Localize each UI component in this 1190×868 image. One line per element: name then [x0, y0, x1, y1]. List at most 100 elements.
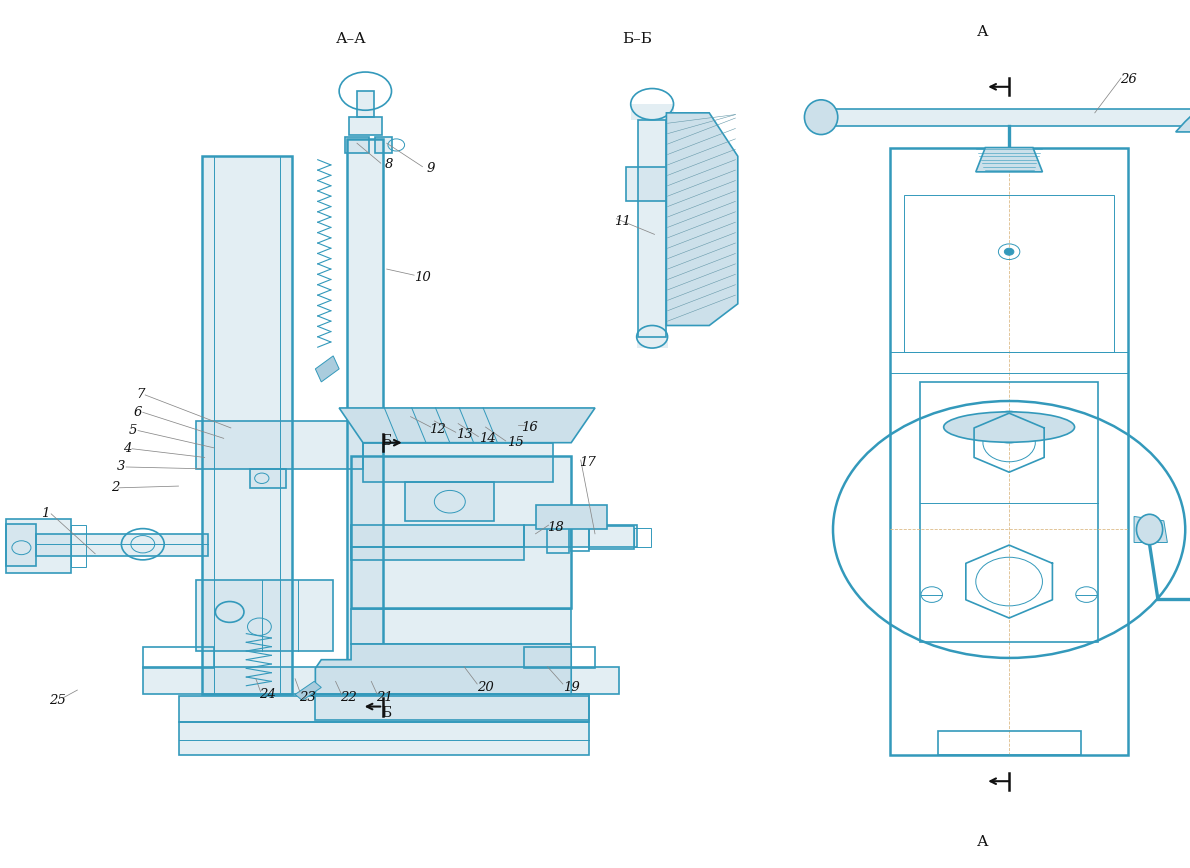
Bar [349, 117, 382, 135]
Bar [524, 647, 595, 668]
Bar [351, 547, 524, 560]
Text: 10: 10 [414, 272, 431, 284]
Text: 11: 11 [614, 215, 631, 227]
Bar [904, 195, 1114, 352]
Text: 16: 16 [521, 421, 538, 433]
Text: 5: 5 [129, 424, 138, 437]
Text: 26: 26 [1120, 74, 1136, 86]
Bar [178, 722, 589, 755]
Text: 18: 18 [547, 522, 564, 534]
Ellipse shape [804, 100, 838, 135]
Text: 9: 9 [426, 162, 436, 174]
Bar [143, 647, 214, 668]
Bar [405, 482, 494, 521]
Bar [196, 421, 363, 469]
Bar [315, 694, 589, 720]
Bar [351, 609, 571, 644]
Bar [345, 137, 369, 153]
Bar [347, 139, 383, 694]
Bar [638, 120, 666, 337]
Text: Б: Б [382, 434, 392, 448]
Polygon shape [976, 148, 1042, 172]
Bar [143, 667, 619, 694]
Bar [571, 523, 589, 551]
Bar [351, 525, 524, 547]
Bar [357, 91, 374, 117]
Bar [349, 117, 382, 135]
Bar [637, 337, 668, 348]
Bar [813, 108, 1190, 126]
Text: 7: 7 [136, 389, 145, 401]
Text: 21: 21 [376, 691, 393, 703]
Polygon shape [339, 408, 595, 443]
Text: Б–Б: Б–Б [621, 32, 652, 46]
Bar [178, 696, 589, 722]
Polygon shape [295, 681, 321, 700]
Bar [524, 525, 637, 547]
Polygon shape [315, 644, 571, 694]
Bar [250, 469, 286, 488]
Bar [178, 722, 589, 755]
Text: 2: 2 [111, 482, 120, 494]
Bar [890, 148, 1128, 755]
Text: А–А: А–А [336, 32, 367, 46]
Text: А: А [977, 25, 989, 39]
Text: 24: 24 [259, 688, 276, 700]
Bar [589, 526, 634, 549]
Bar [631, 104, 674, 120]
Circle shape [1004, 248, 1014, 255]
Text: 3: 3 [117, 461, 126, 473]
Polygon shape [1176, 74, 1190, 132]
Bar [196, 580, 333, 651]
Bar [536, 505, 607, 529]
Bar [351, 609, 571, 644]
Bar [638, 120, 666, 337]
Bar [813, 108, 1190, 126]
Text: 17: 17 [580, 457, 596, 469]
Text: 12: 12 [430, 424, 446, 436]
Bar [6, 519, 71, 573]
Bar [143, 667, 619, 694]
Text: 14: 14 [480, 432, 496, 444]
Text: 8: 8 [384, 159, 394, 171]
Bar [36, 534, 208, 556]
Ellipse shape [944, 412, 1075, 443]
Bar [375, 137, 392, 153]
Bar [250, 469, 286, 488]
Bar [202, 156, 292, 694]
Bar [547, 520, 569, 553]
Bar [351, 547, 524, 560]
Text: 23: 23 [299, 691, 315, 703]
Text: 22: 22 [340, 691, 357, 703]
Polygon shape [666, 113, 738, 326]
Bar [345, 137, 369, 153]
Ellipse shape [1136, 514, 1163, 545]
Bar [634, 528, 651, 547]
Text: Б: Б [382, 707, 392, 720]
Bar [36, 534, 208, 556]
Text: А: А [977, 835, 989, 849]
Bar [351, 525, 524, 547]
Bar [315, 694, 589, 720]
Bar [351, 456, 571, 608]
Bar [363, 443, 553, 482]
Text: 19: 19 [563, 681, 580, 694]
Bar [196, 421, 363, 469]
Bar [178, 696, 589, 722]
Bar [6, 524, 36, 566]
Bar [524, 525, 637, 547]
Text: 13: 13 [456, 428, 472, 440]
Bar [626, 167, 678, 201]
Bar [375, 137, 392, 153]
Text: 15: 15 [507, 437, 524, 449]
Text: 25: 25 [49, 694, 65, 707]
Bar [357, 91, 374, 117]
Bar [202, 156, 292, 694]
Bar [196, 580, 333, 651]
Polygon shape [315, 356, 339, 382]
Bar [626, 167, 678, 201]
Bar [347, 139, 383, 694]
Bar [6, 524, 36, 566]
Bar [405, 482, 494, 521]
Text: 20: 20 [477, 681, 494, 694]
